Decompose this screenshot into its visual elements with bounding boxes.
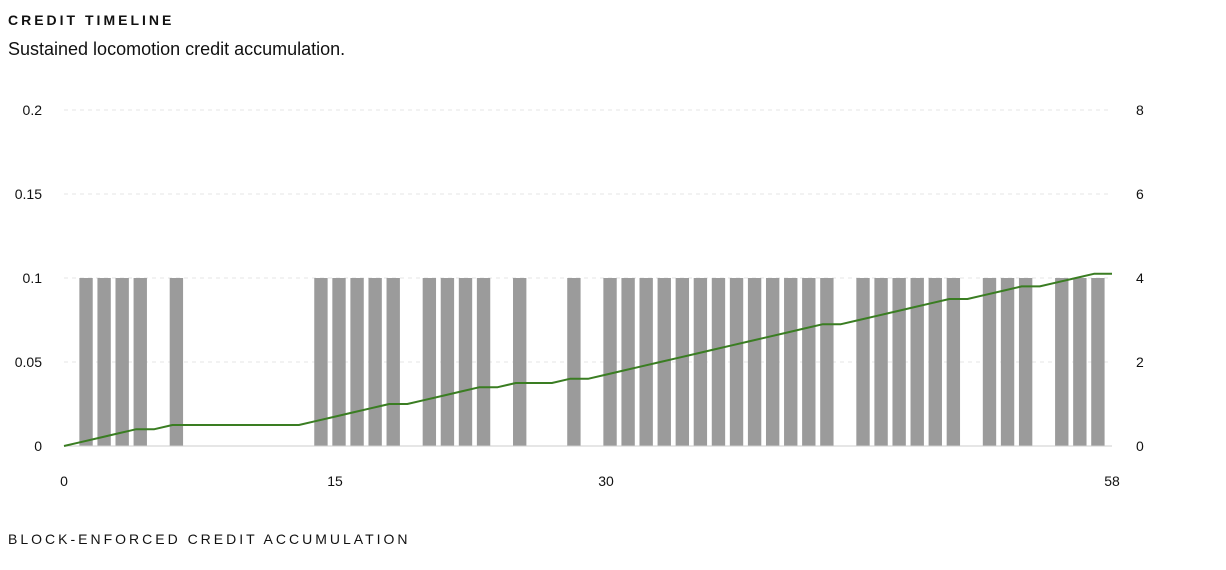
bar <box>567 278 581 446</box>
x-tick-label: 58 <box>1104 473 1120 489</box>
bar <box>386 278 400 446</box>
bar <box>1000 278 1015 446</box>
credit-line-series <box>63 272 1112 447</box>
bar <box>874 278 888 446</box>
bar <box>765 278 780 446</box>
bar <box>784 278 798 446</box>
bar <box>856 278 870 446</box>
y-left-tick-label: 0.05 <box>15 354 42 370</box>
bar <box>440 278 455 446</box>
bar <box>675 278 690 446</box>
y-right-tick-label: 8 <box>1136 102 1144 118</box>
credit-line <box>63 272 1112 447</box>
bar <box>982 278 997 446</box>
bar <box>693 278 708 446</box>
bar <box>368 278 382 446</box>
y-right-tick-label: 2 <box>1136 354 1144 370</box>
y-left-tick-label: 0.15 <box>15 186 42 202</box>
chart-caption: BLOCK-ENFORCED CREDIT ACCUMULATION <box>8 531 411 547</box>
x-tick-label: 30 <box>598 473 614 489</box>
bar <box>314 278 328 446</box>
y-left-tick-label: 0.1 <box>23 270 43 286</box>
y-right-tick-label: 6 <box>1136 186 1144 202</box>
x-tick-label: 15 <box>327 473 343 489</box>
x-axis-ticks: 0 15 30 58 <box>60 473 1120 489</box>
right-axis-ticks: 0 2 4 6 8 <box>1136 102 1144 454</box>
bar <box>946 278 961 446</box>
y-right-tick-label: 0 <box>1136 438 1144 454</box>
bar <box>910 278 924 446</box>
bar <box>820 278 834 446</box>
chart-eyebrow-title: CREDIT TIMELINE <box>8 12 175 28</box>
bar <box>350 278 364 446</box>
bar <box>476 278 491 446</box>
bar <box>133 278 147 446</box>
bar <box>513 278 527 446</box>
bar <box>639 278 653 446</box>
y-left-tick-label: 0.2 <box>23 102 43 118</box>
bar <box>115 278 129 446</box>
bar <box>97 278 111 446</box>
chart-subtitle: Sustained locomotion credit accumulation… <box>8 39 346 59</box>
bar <box>79 278 93 446</box>
bar <box>603 278 617 446</box>
bar <box>621 278 635 446</box>
x-tick-label: 0 <box>60 473 68 489</box>
bar <box>802 278 816 446</box>
y-right-tick-label: 4 <box>1136 270 1144 286</box>
bar <box>1091 278 1105 446</box>
bar <box>332 278 346 446</box>
left-axis-ticks: 0 0.05 0.1 0.15 0.2 <box>15 102 42 454</box>
bar <box>422 278 437 446</box>
bar <box>928 278 942 446</box>
bar <box>169 278 184 446</box>
y-left-tick-label: 0 <box>34 438 42 454</box>
bar <box>711 278 726 446</box>
bar <box>458 278 473 446</box>
bar <box>892 278 906 446</box>
bar <box>1055 278 1069 446</box>
bar <box>747 278 762 446</box>
bar <box>729 278 744 446</box>
bar <box>1018 278 1033 446</box>
bar <box>1073 278 1087 446</box>
